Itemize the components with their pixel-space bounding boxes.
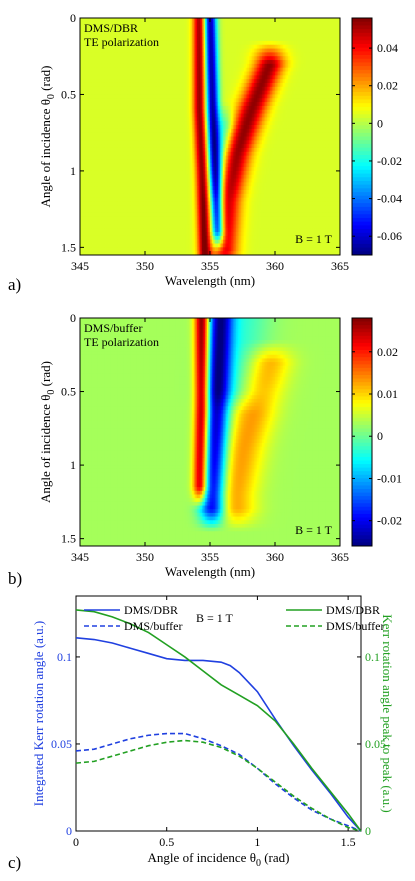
field-label: B = 1 T xyxy=(196,611,234,625)
y-axis-label-sub: 0 xyxy=(46,94,57,99)
y-tick-label: 1 xyxy=(70,164,76,178)
colorbar-tick-label: -0.02 xyxy=(377,514,402,528)
colorbar: 0.04 0.02 0 -0.02 -0.04 -0.06 xyxy=(351,17,402,256)
legend-label-left: DMS/DBR xyxy=(124,603,178,617)
panel-label: b) xyxy=(8,569,22,588)
x-tick-label: 360 xyxy=(266,259,284,273)
x-tick-label: 350 xyxy=(136,259,154,273)
series-line-right-2 xyxy=(75,609,362,832)
colorbar-frame xyxy=(351,17,373,256)
panel-label: a) xyxy=(8,275,21,294)
heatmap-cells xyxy=(80,18,341,256)
x-tick-label: 365 xyxy=(331,550,349,564)
colorbar-tick-label: 0 xyxy=(377,116,383,130)
y-tick-label-left: 0.05 xyxy=(51,737,72,751)
colorbar-tick-label: 0.02 xyxy=(377,79,398,93)
x-axis-label: Angle of incidence θ0 (rad) xyxy=(148,850,290,869)
colorbar-tick-label: 0.02 xyxy=(377,345,398,359)
x-tick-label: 0 xyxy=(73,835,79,849)
series-line-left-1 xyxy=(75,732,362,832)
plot-frame xyxy=(75,595,362,832)
field-label: B = 1 T xyxy=(295,232,333,246)
field-label: B = 1 T xyxy=(295,523,333,537)
x-axis-label: Wavelength (nm) xyxy=(165,273,255,288)
x-tick-label: 355 xyxy=(201,259,219,273)
colorbar-tick-label: 0 xyxy=(377,429,383,443)
legend-label-right: DMS/DBR xyxy=(326,603,380,617)
x-tick-label: 1 xyxy=(254,835,260,849)
y-axis-label: Angle of incidence θ0 (rad) xyxy=(38,361,57,503)
heatmap-panel-0: 345 350 355 360 365 0 0.5 1 1.5 Wavelength (nm) An… xyxy=(8,11,402,294)
colorbar-tick-label: -0.04 xyxy=(377,192,402,206)
annotation-line: TE polarization xyxy=(84,335,159,349)
y-tick-label: 0 xyxy=(70,11,76,25)
colorbar-tick-label: -0.01 xyxy=(377,471,402,485)
x-tick-label: 365 xyxy=(331,259,349,273)
heatmap-cells xyxy=(80,318,341,547)
y-tick-label: 0 xyxy=(70,311,76,325)
x-tick-label: 355 xyxy=(201,550,219,564)
y-tick-label: 1.5 xyxy=(61,240,76,254)
y-tick-label-right: 0 xyxy=(365,824,371,838)
annotation-line: DMS/buffer xyxy=(84,321,142,335)
colorbar-tick-label: -0.02 xyxy=(377,154,402,168)
y-tick-label: 1 xyxy=(70,458,76,472)
x-axis-label-unit: (rad) xyxy=(261,850,290,865)
x-axis-label-sub: 0 xyxy=(256,858,261,869)
x-tick-label: 360 xyxy=(266,550,284,564)
y-axis-label-text: Angle of incidence θ xyxy=(38,395,53,503)
y-tick-label: 0.5 xyxy=(61,385,76,399)
x-axis-label: Wavelength (nm) xyxy=(165,564,255,579)
y-tick-label-right: 0.05 xyxy=(365,737,386,751)
x-axis-label-text: Angle of incidence θ xyxy=(148,850,256,865)
annotation-line: TE polarization xyxy=(84,35,159,49)
series-line-right-3 xyxy=(75,739,362,832)
y-axis-label-unit: (rad) xyxy=(38,361,53,390)
y-tick-label: 0.5 xyxy=(61,87,76,101)
y-tick-label: 1.5 xyxy=(61,532,76,546)
annotation-line: DMS/DBR xyxy=(84,21,138,35)
panel-label: c) xyxy=(8,853,21,872)
heatmap-panel-1: 345 350 355 360 365 0 0.5 1 1.5 Wavelength (nm) An… xyxy=(8,311,402,588)
x-tick-label: 345 xyxy=(71,259,89,273)
x-tick-label: 1.5 xyxy=(341,835,356,849)
legend-label-right: DMS/buffer xyxy=(326,619,384,633)
y-tick-label-left: 0 xyxy=(66,824,72,838)
y-axis-label-sub: 0 xyxy=(46,390,57,395)
y-tick-label-left: 0.1 xyxy=(57,650,72,664)
colorbar-tick-label: -0.06 xyxy=(377,229,402,243)
y-axis-label-right: Kerr rotation angle peak to peak (a.u.) xyxy=(380,614,395,813)
x-tick-label: 345 xyxy=(71,550,89,564)
y-axis-label: Angle of incidence θ0 (rad) xyxy=(38,66,57,208)
legend-label-left: DMS/buffer xyxy=(124,619,182,633)
series-line-left-0 xyxy=(75,636,362,832)
colorbar: 0.02 0.01 0 -0.01 -0.02 xyxy=(351,317,402,547)
colorbar-tick-label: 0.01 xyxy=(377,387,398,401)
x-tick-label: 350 xyxy=(136,550,154,564)
line-panel: 0 0.5 1 1.5 0 0.05 0.1 0 0.05 0.1 DMS/DBR DMS/buffe… xyxy=(8,595,395,872)
x-tick-label: 0.5 xyxy=(159,835,174,849)
colorbar-tick-label: 0.04 xyxy=(377,41,398,55)
colorbar-frame xyxy=(351,317,373,547)
y-axis-label-text: Angle of incidence θ xyxy=(38,99,53,207)
y-axis-label-left: Integrated Kerr rotation angle (a.u.) xyxy=(31,621,46,807)
y-tick-label-right: 0.1 xyxy=(365,650,380,664)
y-axis-label-unit: (rad) xyxy=(38,66,53,95)
